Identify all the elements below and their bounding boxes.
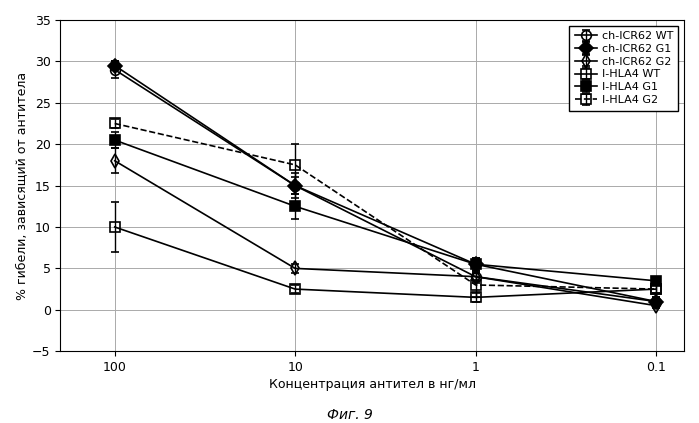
Legend: ch-ICR62 WT, ch-ICR62 G1, ch-ICR62 G2, I-HLA4 WT, I-HLA4 G1, I-HLA4 G2: ch-ICR62 WT, ch-ICR62 G1, ch-ICR62 G2, I… bbox=[569, 25, 679, 110]
Text: Фиг. 9: Фиг. 9 bbox=[326, 408, 373, 422]
X-axis label: Концентрация антител в нг/мл: Концентрация антител в нг/мл bbox=[268, 378, 476, 391]
Y-axis label: % гибели, зависящий от антитела: % гибели, зависящий от антитела bbox=[15, 71, 28, 299]
